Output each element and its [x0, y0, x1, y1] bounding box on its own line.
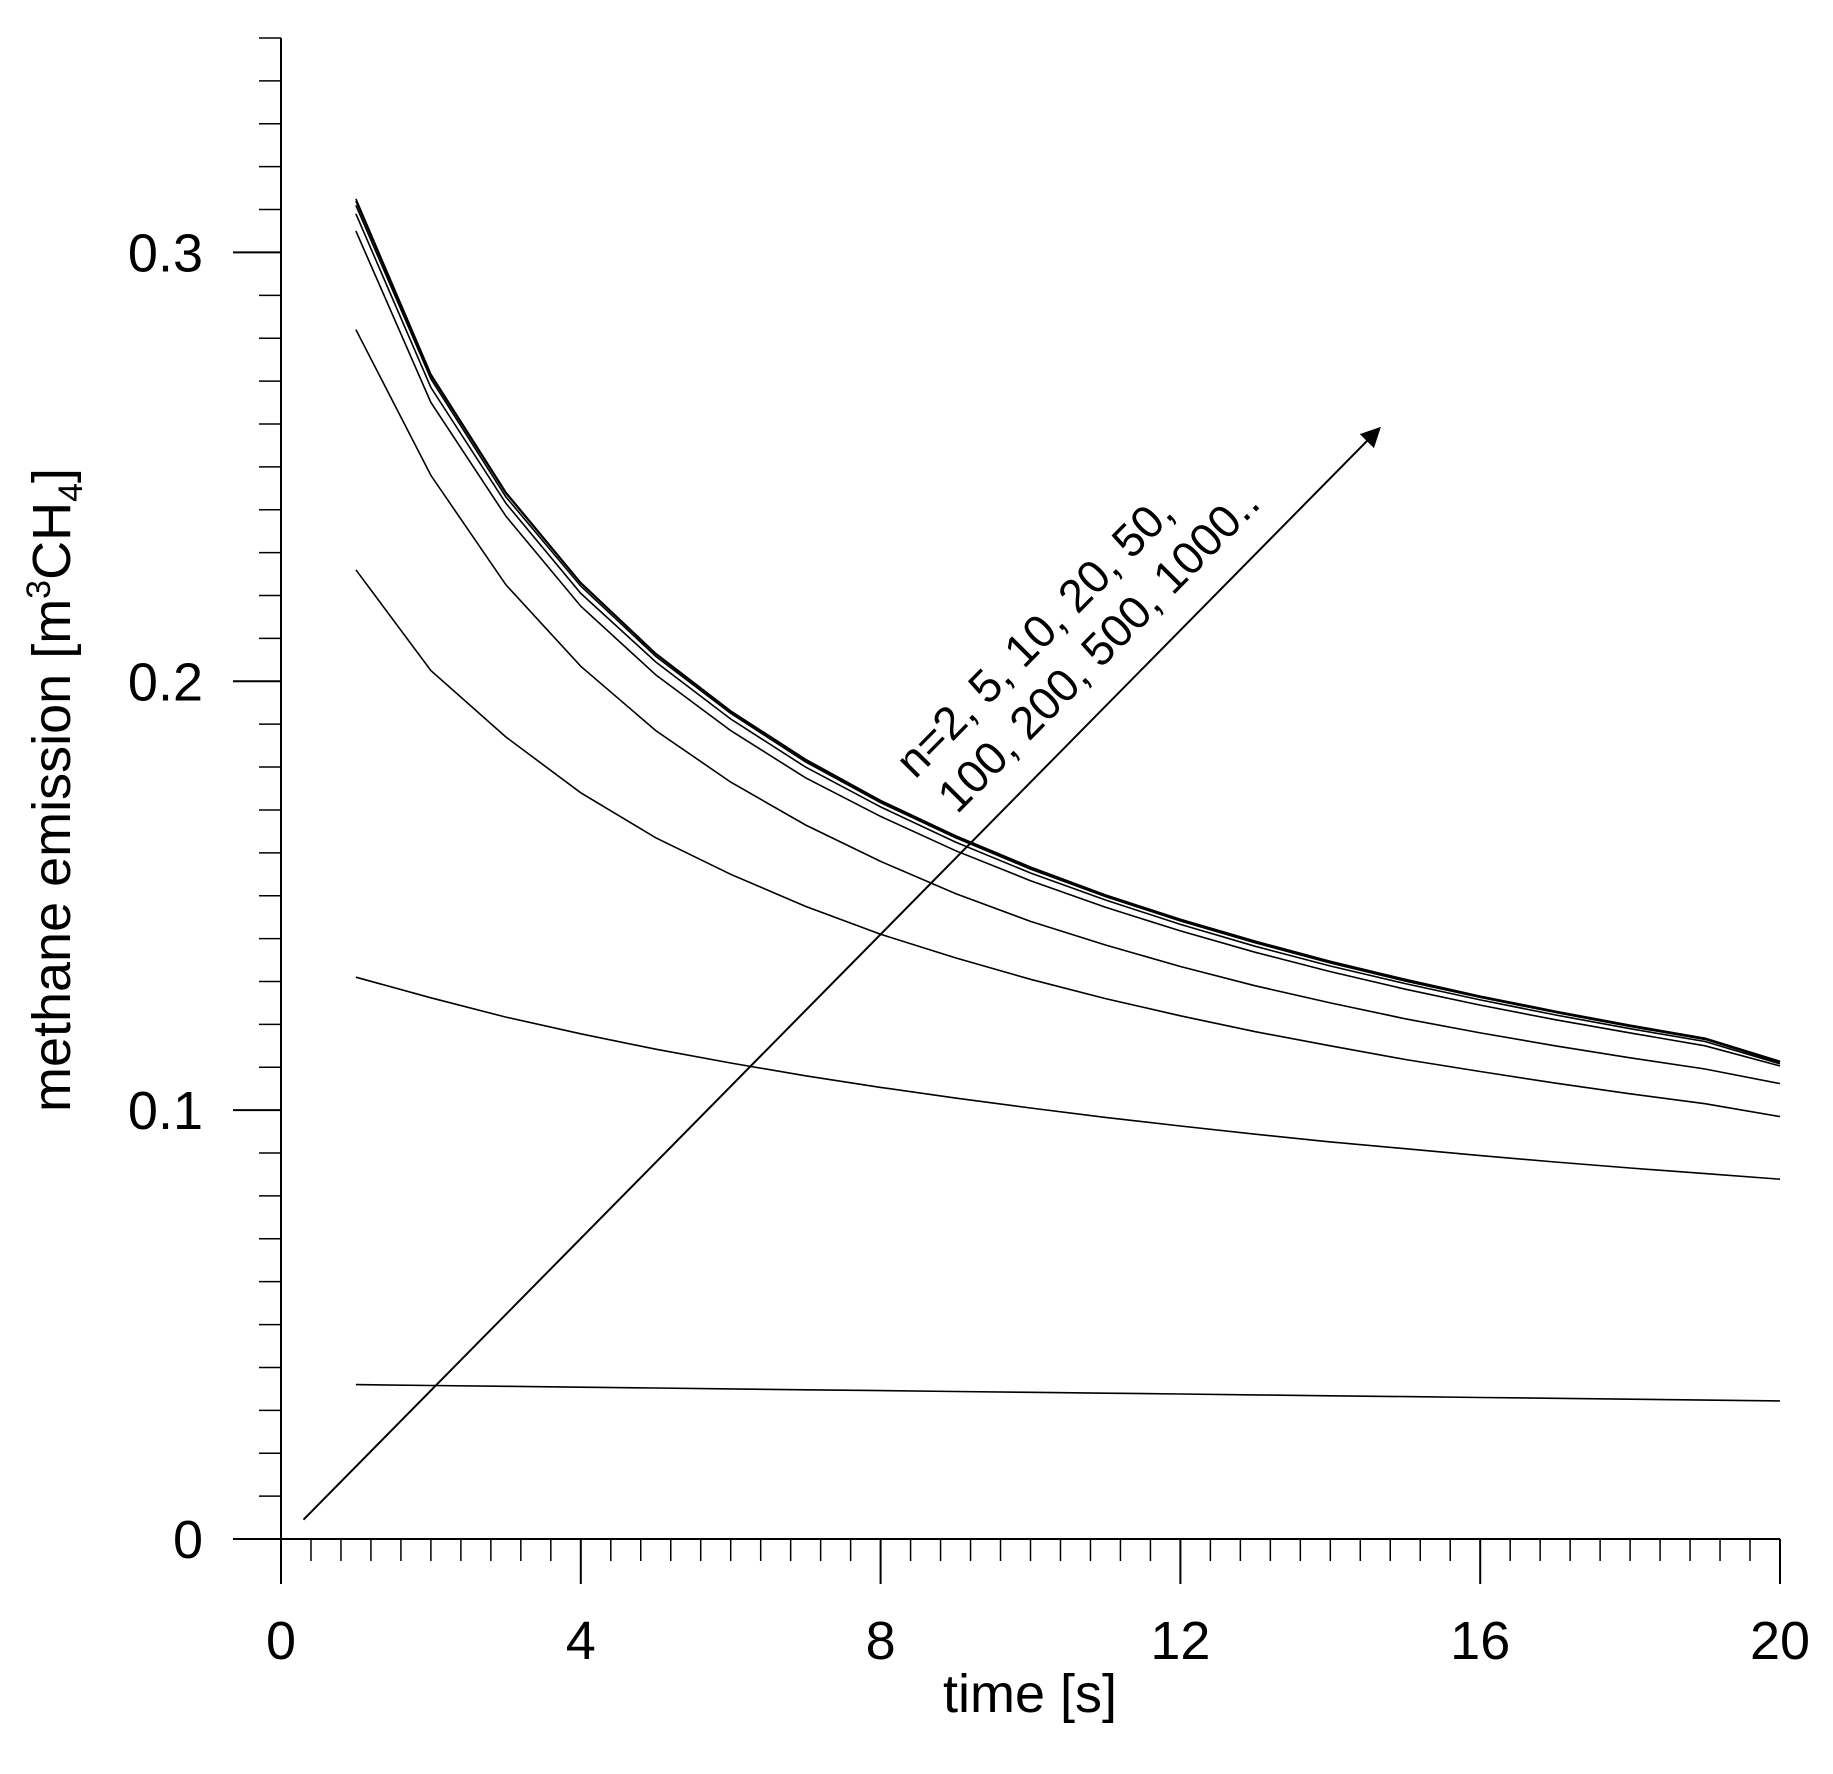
x-tick-label: 0: [266, 1611, 296, 1671]
series-line-n-2: [355, 1383, 1781, 1402]
x-tick-label: 4: [566, 1611, 596, 1671]
series-group: [355, 198, 1781, 1402]
y-tick-label: 0.2: [128, 652, 203, 712]
x-tick-label: 8: [866, 1611, 896, 1671]
x-axis-title: time [s]: [943, 1664, 1117, 1724]
series-line-n-50: [355, 230, 1781, 1067]
series-line-n-10: [355, 569, 1781, 1118]
x-axis: 0 4 8 12 16 20: [266, 1538, 1810, 1671]
annotation-arrow: [302, 426, 1381, 1521]
series-line-n-1000: [355, 198, 1781, 1063]
y-axis-title-prefix: methane emission [m: [22, 599, 82, 1112]
y-axis-title-mid: CH: [22, 502, 82, 580]
series-line-n-100: [355, 213, 1781, 1065]
y-tick-label: 0: [173, 1510, 203, 1570]
annotation-group: n=2, 5, 10, 20, 50, 100, 200, 500, 1000.…: [302, 426, 1381, 1521]
y-tick-label: 0.1: [128, 1081, 203, 1141]
y-axis-title-sup: 3: [20, 580, 58, 599]
x-tick-label: 20: [1750, 1611, 1810, 1671]
y-axis: 0 0.1 0.2 0.3: [128, 37, 282, 1570]
series-line-n-200: [355, 204, 1781, 1064]
y-axis-title: methane emission [m3CH4]: [20, 468, 90, 1112]
x-tick-label: 16: [1450, 1611, 1510, 1671]
annotation-line-2: 100, 200, 500, 1000..: [927, 476, 1269, 822]
y-axis-title-sub: 4: [52, 483, 90, 502]
y-tick-label: 0.3: [128, 223, 203, 283]
series-line-n-5: [355, 976, 1781, 1180]
series-line-n-20: [355, 329, 1781, 1085]
x-tick-label: 12: [1150, 1611, 1210, 1671]
